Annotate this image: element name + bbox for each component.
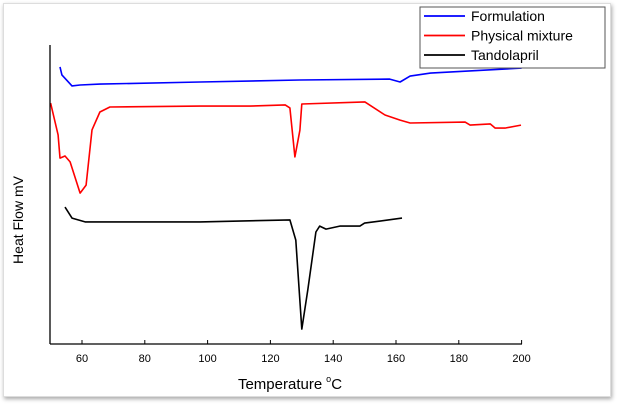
x-tick-label: 100 xyxy=(198,353,216,365)
x-tick-label: 160 xyxy=(387,353,405,365)
x-tick-label: 140 xyxy=(324,353,342,365)
y-axis-label: Heat Flow mV xyxy=(10,175,26,264)
legend-box xyxy=(419,6,606,69)
series-line-tandolapril xyxy=(64,206,403,330)
legend-label: Formulation xyxy=(471,8,545,24)
legend-label: Physical mixture xyxy=(471,28,573,44)
x-tick-label: 120 xyxy=(261,353,279,365)
x-tick-label: 60 xyxy=(76,353,88,365)
x-ticks: 60 80 100 120 140 160 180 200 xyxy=(76,340,531,365)
x-tick-label: 200 xyxy=(512,353,530,365)
series-line-formulation xyxy=(59,66,522,87)
series-line-physical-mixture xyxy=(49,101,522,194)
x-tick-label: 180 xyxy=(450,353,468,365)
x-tick-label: 80 xyxy=(139,353,151,365)
x-axis-label: Temperature oC xyxy=(238,374,342,393)
series-layer xyxy=(49,66,522,330)
legend-label: Tandolapril xyxy=(471,47,539,63)
legend: Formulation Physical mixture Tandolapril xyxy=(419,6,606,69)
